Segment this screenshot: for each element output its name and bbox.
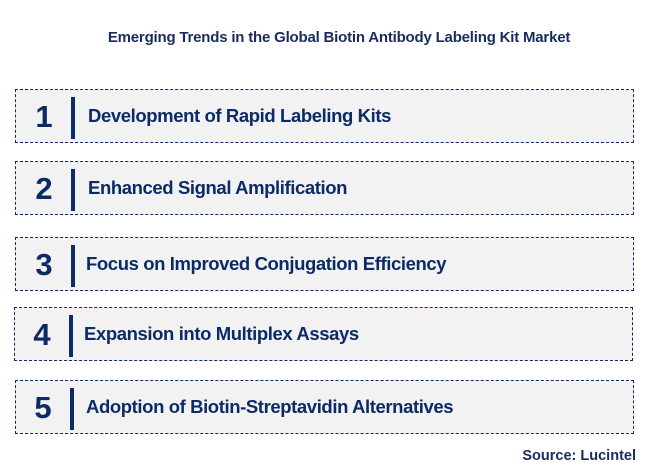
source-credit: Source: Lucintel	[522, 448, 636, 464]
trend-label: Enhanced Signal Amplification	[88, 177, 348, 198]
trend-item-3: 3 Focus on Improved Conjugation Efficien…	[15, 237, 634, 291]
divider-bar	[71, 245, 75, 287]
trend-item-5: 5 Adoption of Biotin-Streptavidin Altern…	[15, 380, 634, 434]
trend-number: 4	[33, 317, 51, 352]
trend-number: 3	[35, 247, 53, 282]
trend-item-1: 1 Development of Rapid Labeling Kits	[15, 89, 634, 143]
divider-bar	[71, 169, 75, 211]
trend-label: Focus on Improved Conjugation Efficiency	[86, 253, 447, 274]
trend-number: 5	[34, 390, 52, 425]
trend-label: Adoption of Biotin-Streptavidin Alternat…	[86, 396, 454, 417]
divider-bar	[71, 97, 75, 139]
trend-label: Expansion into Multiplex Assays	[84, 323, 359, 344]
trend-number: 1	[35, 99, 53, 134]
trend-number: 2	[35, 171, 53, 206]
divider-bar	[70, 388, 74, 430]
trend-label: Development of Rapid Labeling Kits	[88, 105, 391, 126]
trend-item-4: 4 Expansion into Multiplex Assays	[14, 307, 633, 361]
trend-item-2: 2 Enhanced Signal Amplification	[15, 161, 634, 215]
diagram-title: Emerging Trends in the Global Biotin Ant…	[107, 29, 571, 46]
divider-bar	[69, 315, 73, 357]
